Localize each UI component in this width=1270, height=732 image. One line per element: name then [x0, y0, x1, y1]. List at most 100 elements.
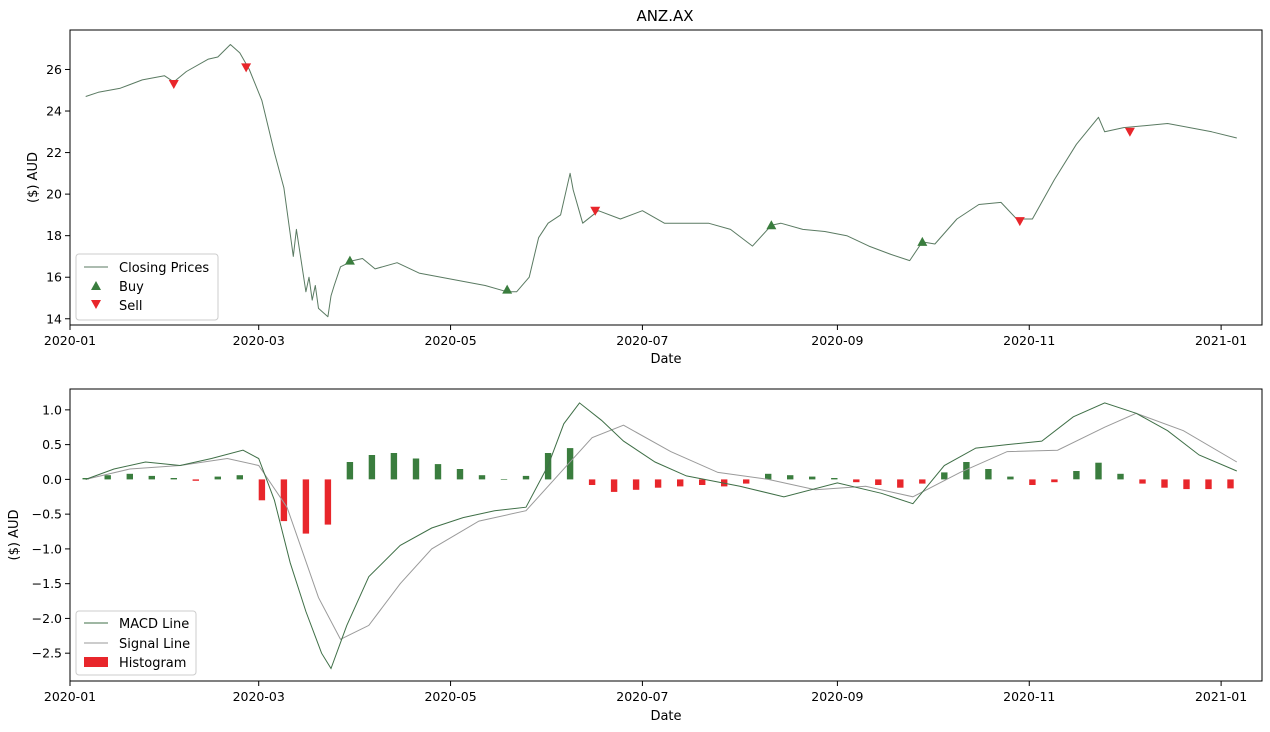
histogram-bar — [963, 462, 970, 480]
macd-chart: 2020-01 2020-03 2020-05 2020-07 2020-09 2020-… — [7, 388, 1263, 724]
price-chart-x-axis: 2020-01 2020-03 2020-05 2020-07 2020-09 2020-… — [44, 325, 1247, 348]
histogram-bar — [875, 479, 882, 485]
histogram-bar — [941, 472, 948, 480]
histogram-bar — [390, 453, 398, 480]
histogram-bar — [654, 479, 662, 488]
price-chart-title: ANZ.AX — [636, 7, 693, 25]
y-tick-label: −0.5 — [32, 507, 62, 522]
x-tick-label: 2020-11 — [1003, 689, 1055, 704]
histogram-bar — [743, 479, 750, 484]
sell-marker — [241, 63, 252, 73]
y-tick-label: 16 — [46, 270, 62, 285]
histogram-bar — [677, 479, 684, 487]
y-tick-label: 22 — [46, 145, 62, 160]
closing-prices-line — [85, 44, 1237, 318]
macd-chart-plot-area — [82, 402, 1238, 670]
legend-sell-label: Sell — [119, 299, 142, 314]
histogram-bar — [1205, 479, 1212, 490]
y-tick-label: −1.0 — [32, 541, 62, 556]
legend-histogram-label: Histogram — [119, 656, 186, 671]
x-tick-label: 2020-01 — [44, 333, 96, 348]
histogram-bar — [919, 479, 926, 484]
histogram-bar — [82, 478, 89, 480]
sell-marker — [590, 206, 601, 216]
x-tick-label: 2020-05 — [424, 689, 476, 704]
sell-marker — [168, 80, 179, 90]
histogram-bar — [434, 464, 442, 480]
macd-chart-frame — [69, 388, 1263, 682]
buy-marker — [502, 284, 513, 294]
histogram-bar — [1073, 471, 1080, 480]
histogram-bar — [1161, 479, 1168, 488]
histogram-bar — [1029, 479, 1036, 485]
histogram-bar — [1117, 473, 1124, 480]
buy-marker — [766, 220, 777, 230]
sell-marker — [1124, 127, 1135, 137]
histogram-bar — [522, 475, 530, 480]
legend-sell-marker-icon — [91, 300, 101, 309]
x-tick-label: 2020-07 — [616, 333, 668, 348]
price-chart-y-label: ($) AUD — [26, 152, 41, 203]
x-tick-label: 2020-07 — [616, 689, 668, 704]
macd-chart-x-label: Date — [650, 709, 681, 724]
histogram-bar — [699, 479, 706, 485]
histogram-bar — [258, 479, 266, 501]
y-tick-label: 14 — [46, 311, 62, 326]
histogram-bar — [302, 479, 310, 534]
histogram-bar — [456, 469, 464, 480]
sell-marker — [1014, 217, 1025, 227]
macd-chart-y-label: ($) AUD — [7, 510, 22, 561]
histogram-bar — [1051, 479, 1058, 483]
histogram-bar — [566, 448, 574, 480]
histogram-bar — [787, 475, 794, 480]
y-tick-label: 1.0 — [42, 402, 62, 417]
histogram-bar — [632, 479, 640, 490]
price-chart-x-label: Date — [650, 352, 681, 367]
y-tick-label: 0.0 — [42, 472, 62, 487]
x-tick-label: 2020-09 — [811, 333, 863, 348]
y-tick-label: 26 — [46, 62, 62, 77]
buy-marker — [344, 255, 355, 265]
y-tick-label: 24 — [46, 104, 62, 119]
price-chart-legend-box — [75, 253, 219, 321]
histogram-bar — [897, 479, 904, 488]
legend-closing-prices-label: Closing Prices — [119, 261, 209, 276]
x-tick-label: 2020-09 — [811, 689, 863, 704]
histogram-bar — [236, 475, 243, 480]
histogram-bar — [148, 475, 155, 480]
histogram-bar — [412, 458, 420, 480]
histogram-bar — [170, 478, 177, 480]
histogram-bar — [192, 479, 199, 481]
y-tick-label: 0.5 — [42, 437, 62, 452]
signal-line — [85, 412, 1238, 640]
histogram-bar — [1007, 476, 1014, 480]
histogram-bar — [500, 479, 508, 480]
histogram-bar — [985, 469, 992, 480]
macd-line — [85, 402, 1237, 670]
x-tick-label: 2020-03 — [233, 333, 285, 348]
price-chart-frame — [69, 29, 1263, 326]
histogram-bar — [1227, 479, 1234, 489]
price-chart-plot-area — [85, 44, 1237, 318]
price-chart: ANZ.AX 2020-01 2020-03 2020-05 2020-07 2020-… — [26, 7, 1263, 367]
y-tick-label: −1.5 — [32, 576, 62, 591]
histogram-bar — [1183, 479, 1190, 490]
legend-histogram-swatch — [84, 657, 108, 667]
histogram-bar — [368, 455, 376, 480]
histogram-bar — [588, 479, 596, 485]
histogram-bar — [853, 479, 860, 483]
histogram-bar — [104, 475, 111, 480]
y-tick-label: 20 — [46, 187, 62, 202]
histogram-bar — [126, 473, 133, 480]
x-tick-label: 2020-03 — [233, 689, 285, 704]
y-tick-label: 18 — [46, 228, 62, 243]
macd-chart-legend: MACD Line Signal Line Histogram — [75, 610, 197, 676]
price-chart-legend: Closing Prices Buy Sell — [75, 253, 219, 321]
y-tick-label: −2.0 — [32, 611, 62, 626]
x-tick-label: 2021-01 — [1195, 689, 1247, 704]
legend-signal-label: Signal Line — [119, 637, 190, 652]
histogram-bar — [214, 476, 221, 480]
histogram-bar — [1139, 479, 1146, 484]
